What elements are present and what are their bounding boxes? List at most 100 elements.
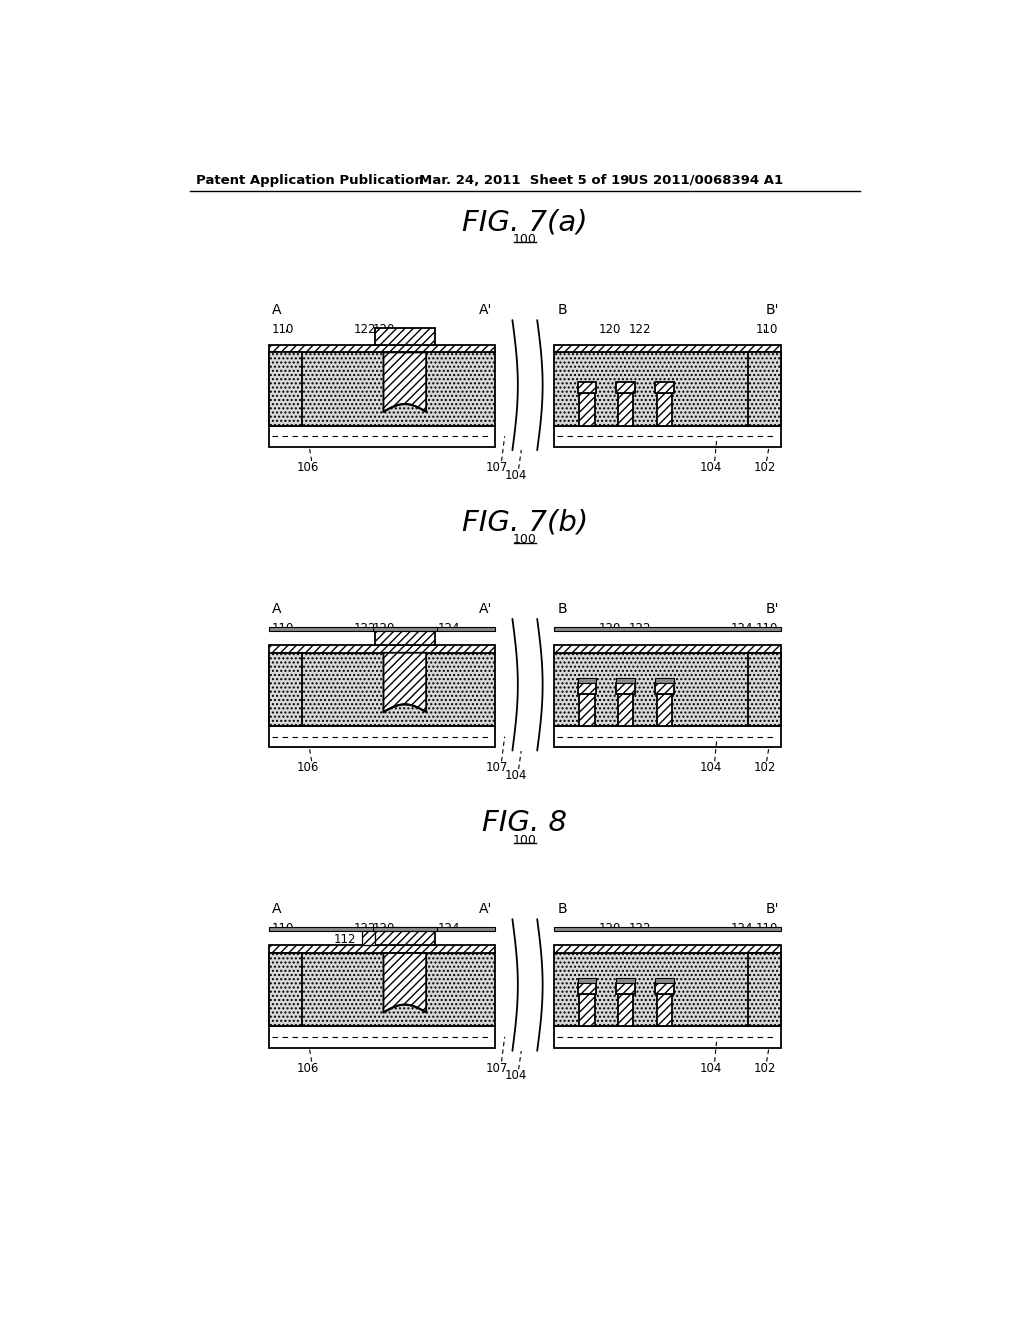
Text: 122: 122 (629, 921, 650, 935)
Text: 120: 120 (373, 622, 395, 635)
Bar (514, 919, 536, 1051)
Bar (579, 994, 595, 1026)
Bar (554, 927, 780, 932)
Bar (373, 627, 436, 631)
Text: 100: 100 (513, 533, 537, 546)
Bar (655, 978, 674, 983)
Bar (269, 953, 302, 1026)
Bar (616, 978, 635, 983)
Bar (373, 927, 436, 932)
Bar (269, 645, 496, 653)
Bar (269, 627, 496, 631)
Text: 107: 107 (485, 762, 508, 775)
Bar (514, 619, 536, 751)
Text: 106: 106 (297, 762, 319, 775)
Bar (578, 978, 596, 983)
Bar (375, 631, 435, 645)
Text: B': B' (766, 304, 779, 317)
Bar (269, 653, 496, 726)
Bar (748, 352, 780, 425)
Bar (578, 983, 596, 994)
Bar (578, 383, 596, 393)
Text: 122: 122 (354, 921, 377, 935)
Text: 104: 104 (504, 1069, 526, 1082)
Bar (554, 1026, 780, 1048)
Text: FIG. 8: FIG. 8 (482, 809, 567, 837)
Bar (617, 693, 633, 726)
Text: 122: 122 (629, 323, 650, 335)
Bar (269, 352, 496, 425)
Bar (748, 653, 780, 726)
Polygon shape (384, 953, 426, 1012)
Bar (554, 352, 780, 425)
Text: A: A (272, 602, 282, 615)
Text: 106: 106 (297, 1061, 319, 1074)
Text: A': A' (479, 304, 493, 317)
Bar (616, 678, 635, 682)
Bar (554, 945, 780, 953)
Text: 110: 110 (756, 921, 778, 935)
Bar (362, 929, 375, 945)
Text: A': A' (479, 902, 493, 916)
Bar (578, 678, 596, 682)
Text: FIG. 7(b): FIG. 7(b) (462, 508, 588, 537)
Bar (656, 693, 672, 726)
Text: 122: 122 (629, 622, 650, 635)
Bar (554, 627, 780, 631)
Bar (554, 653, 780, 726)
Text: 104: 104 (699, 762, 722, 775)
Text: 124: 124 (730, 622, 753, 635)
Text: 104: 104 (699, 461, 722, 474)
Text: 110: 110 (756, 323, 778, 335)
Bar (617, 393, 633, 425)
Bar (655, 678, 674, 682)
Bar (578, 682, 596, 693)
Text: FIG. 7(a): FIG. 7(a) (462, 209, 588, 236)
Bar (269, 1026, 496, 1048)
Text: 102: 102 (754, 461, 776, 474)
Bar (554, 645, 780, 653)
Bar (269, 653, 302, 726)
Text: B': B' (766, 902, 779, 916)
Text: 110: 110 (271, 921, 294, 935)
Bar (554, 953, 780, 1026)
Bar (514, 321, 536, 450)
Bar (269, 425, 496, 447)
Text: 104: 104 (699, 1061, 722, 1074)
Text: A: A (272, 902, 282, 916)
Text: 104: 104 (504, 770, 526, 781)
Text: 122: 122 (354, 622, 377, 635)
Text: Mar. 24, 2011  Sheet 5 of 19: Mar. 24, 2011 Sheet 5 of 19 (419, 174, 629, 187)
Text: 100: 100 (513, 234, 537, 246)
Text: 106: 106 (297, 461, 319, 474)
Bar (269, 726, 496, 747)
Bar (269, 352, 302, 425)
Bar (375, 327, 435, 345)
Bar (655, 983, 674, 994)
Text: Patent Application Publication: Patent Application Publication (197, 174, 424, 187)
Text: 107: 107 (485, 461, 508, 474)
Bar (616, 383, 635, 393)
Bar (269, 345, 496, 352)
Text: 124: 124 (437, 622, 460, 635)
Bar (655, 383, 674, 393)
Bar (655, 682, 674, 693)
Text: 120: 120 (373, 323, 395, 335)
Text: 102: 102 (754, 762, 776, 775)
Bar (579, 693, 595, 726)
Text: B: B (557, 902, 567, 916)
Bar (617, 994, 633, 1026)
Bar (554, 425, 780, 447)
Text: 113: 113 (408, 933, 430, 945)
Bar (656, 393, 672, 425)
Text: 120: 120 (599, 323, 622, 335)
Text: 124: 124 (437, 921, 460, 935)
Text: 112: 112 (334, 933, 356, 945)
Text: 124: 124 (730, 921, 753, 935)
Text: US 2011/0068394 A1: US 2011/0068394 A1 (628, 174, 783, 187)
Bar (616, 682, 635, 693)
Bar (269, 927, 496, 932)
Text: 120: 120 (373, 921, 395, 935)
Bar (616, 983, 635, 994)
Bar (269, 945, 496, 953)
